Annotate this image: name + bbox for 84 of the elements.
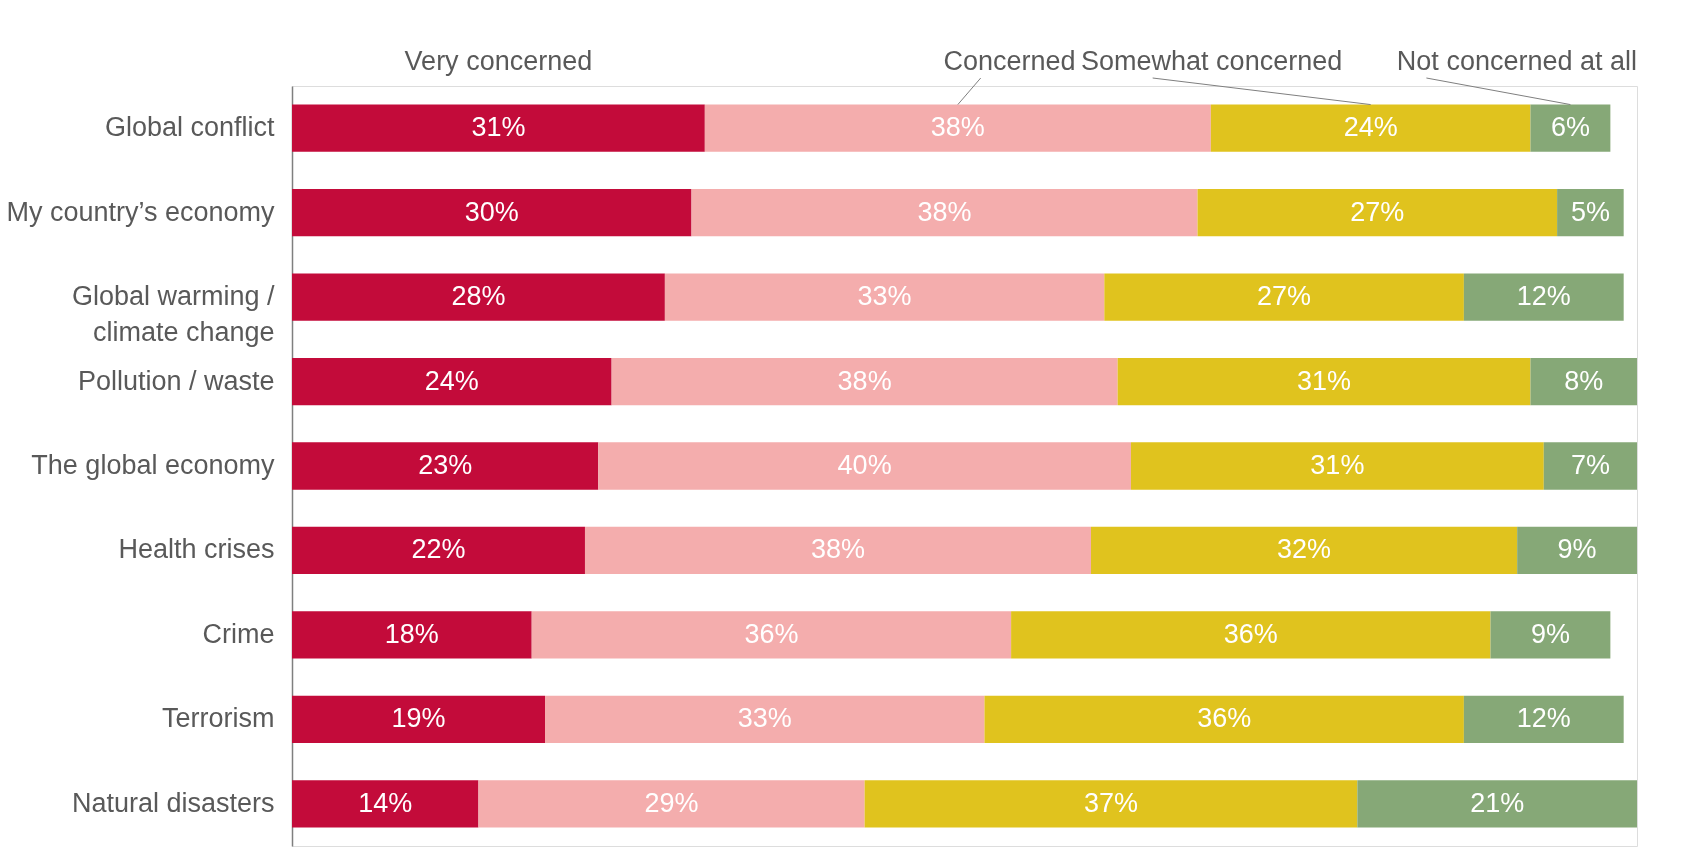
- y-tick-label: Global warming / climate change: [71, 281, 275, 348]
- data-label: 22%: [411, 534, 466, 565]
- data-label: 31%: [1297, 365, 1352, 396]
- data-label: 12%: [1516, 703, 1571, 734]
- data-label: 33%: [857, 281, 912, 312]
- y-tick-label: Health crises: [118, 534, 275, 565]
- bar: [584, 526, 1092, 575]
- data-label: 6%: [1550, 112, 1590, 143]
- data-label: 5%: [1570, 196, 1610, 227]
- data-label: 38%: [837, 365, 892, 396]
- data-label: 36%: [744, 618, 799, 649]
- bar: [1543, 442, 1637, 490]
- data-label: 24%: [1343, 112, 1398, 143]
- data-label: 33%: [737, 703, 792, 734]
- data-label: 38%: [810, 534, 866, 565]
- data-label: 38%: [917, 196, 972, 227]
- data-label: 23%: [418, 450, 473, 480]
- data-label: 32%: [1277, 534, 1332, 565]
- data-label: 29%: [644, 787, 699, 818]
- bar: [1530, 104, 1611, 152]
- bar: [1463, 695, 1624, 743]
- y-tick-label: My country’s economy: [6, 196, 275, 227]
- data-label: 18%: [384, 618, 439, 649]
- bar: [691, 189, 1198, 237]
- bar: [1463, 273, 1624, 321]
- data-label: 31%: [1310, 450, 1365, 480]
- data-label: 9%: [1557, 534, 1597, 565]
- bar: [664, 273, 1105, 321]
- data-label: 37%: [1083, 787, 1139, 818]
- bar: [545, 695, 985, 743]
- data-label: 38%: [930, 112, 985, 143]
- bar: [1210, 104, 1531, 152]
- y-tick-label: Crime: [202, 618, 275, 649]
- data-label: 24%: [424, 365, 479, 396]
- series-label: Not concerned at all: [1396, 46, 1637, 76]
- series-label: Concerned: [943, 46, 1076, 76]
- bar: [292, 442, 599, 490]
- data-label: 40%: [837, 450, 892, 480]
- data-label: 12%: [1516, 281, 1571, 312]
- data-label: 28%: [451, 281, 506, 312]
- bar: [292, 273, 665, 321]
- bar: [984, 695, 1464, 743]
- bar: [1011, 611, 1491, 659]
- series-label: Very concerned: [404, 46, 593, 76]
- data-label: 27%: [1257, 281, 1312, 312]
- data-label: 36%: [1197, 703, 1252, 734]
- data-label: 36%: [1223, 618, 1278, 649]
- bar: [1104, 273, 1464, 321]
- y-tick-label: Pollution / waste: [77, 365, 275, 396]
- data-label: 21%: [1470, 787, 1525, 818]
- data-label: 30%: [464, 196, 519, 227]
- y-tick-label: Natural disasters: [71, 787, 275, 818]
- bar: [292, 611, 532, 659]
- data-label: 9%: [1530, 618, 1570, 649]
- bar: [1530, 357, 1637, 406]
- data-label: 7%: [1570, 450, 1610, 480]
- bar: [292, 104, 705, 152]
- bar: [864, 780, 1358, 828]
- bar: [531, 611, 1012, 659]
- bar: [292, 780, 479, 828]
- y-tick-label: The global economy: [31, 450, 275, 480]
- data-label: 19%: [391, 703, 446, 734]
- bar: [1357, 780, 1637, 828]
- data-label: 8%: [1564, 365, 1604, 396]
- bar: [1130, 442, 1544, 490]
- data-label: 31%: [471, 112, 526, 143]
- data-label: 14%: [358, 787, 413, 818]
- data-label: 27%: [1350, 196, 1405, 227]
- bar: [1197, 189, 1558, 237]
- bar: [598, 442, 1131, 490]
- bar: [1117, 357, 1531, 406]
- bar: [292, 189, 692, 237]
- bar: [292, 526, 585, 575]
- y-tick-label: Global conflict: [104, 112, 275, 143]
- bar: [478, 780, 865, 828]
- bar: [292, 357, 612, 406]
- bar: [1490, 611, 1611, 659]
- y-tick-label: Terrorism: [162, 703, 275, 734]
- bar: [292, 695, 546, 743]
- bar: [704, 104, 1211, 152]
- bar: [1517, 526, 1637, 575]
- bar: [1091, 526, 1518, 575]
- series-label: Somewhat concerned: [1081, 46, 1343, 76]
- bar: [611, 357, 1118, 406]
